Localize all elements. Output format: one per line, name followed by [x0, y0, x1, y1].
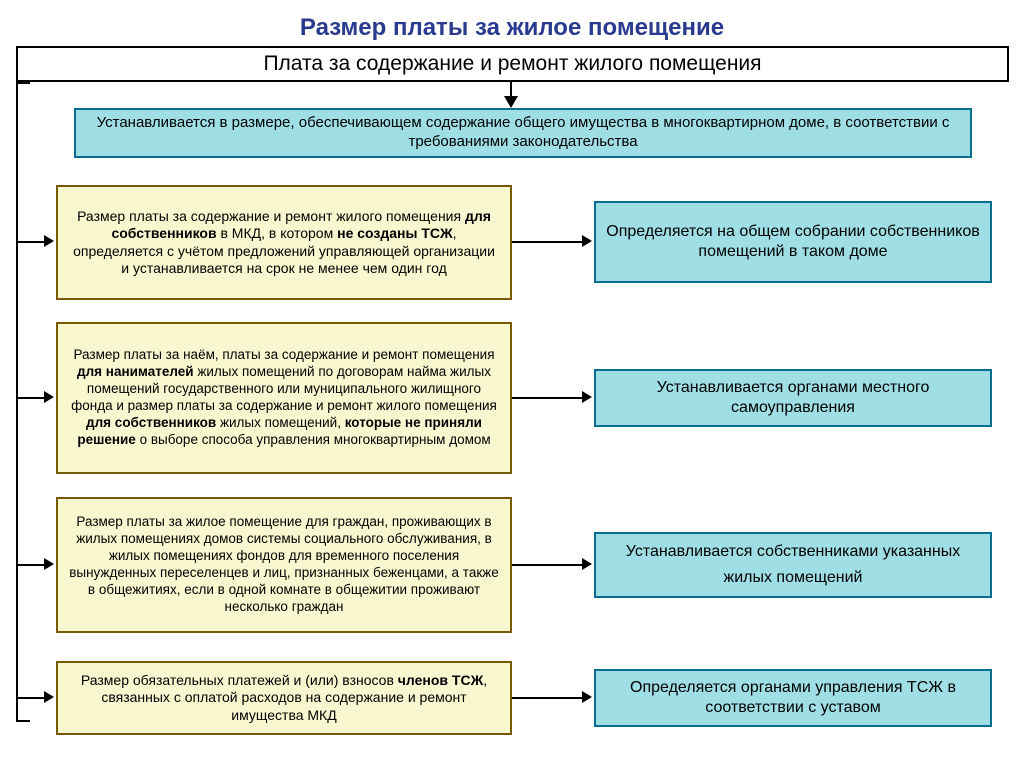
right-box-3: Устанавливается собственниками указанных…	[594, 532, 992, 598]
right-box-4: Определяется органами управления ТСЖ в с…	[594, 669, 992, 727]
right-box-1: Определяется на общем собрании собственн…	[594, 201, 992, 283]
right-text-3: Устанавливается собственниками указанных…	[606, 539, 980, 590]
left-rail	[16, 82, 30, 722]
connector	[16, 241, 46, 243]
left-box-4: Размер обязательных платежей и (или) взн…	[56, 661, 512, 735]
connector	[512, 564, 584, 566]
top-info-text: Устанавливается в размере, обеспечивающе…	[86, 114, 960, 152]
connector	[16, 564, 46, 566]
connector	[512, 397, 584, 399]
left-box-2: Размер платы за наём, платы за содержани…	[56, 322, 512, 474]
header-box: Плата за содержание и ремонт жилого поме…	[16, 46, 1009, 82]
right-box-2: Устанавливается органами местного самоуп…	[594, 369, 992, 427]
right-text-2: Устанавливается органами местного самоуп…	[606, 378, 980, 418]
arrow-right-icon	[582, 558, 592, 570]
left-text-3: Размер платы за жилое помещение для граж…	[68, 514, 500, 615]
left-text-1: Размер платы за содержание и ремонт жило…	[68, 208, 500, 278]
arrow-right-icon	[44, 391, 54, 403]
arrow-right-icon	[582, 391, 592, 403]
arrow-right-icon	[44, 235, 54, 247]
arrow-stem	[510, 82, 512, 96]
left-box-3: Размер платы за жилое помещение для граж…	[56, 497, 512, 633]
header-text: Плата за содержание и ремонт жилого поме…	[263, 52, 761, 76]
arrow-right-icon	[44, 558, 54, 570]
arrow-right-icon	[582, 235, 592, 247]
right-text-4: Определяется органами управления ТСЖ в с…	[606, 678, 980, 718]
left-text-4: Размер обязательных платежей и (или) взн…	[68, 672, 500, 725]
arrow-right-icon	[44, 691, 54, 703]
connector	[512, 241, 584, 243]
arrow-down-icon	[504, 96, 518, 108]
page-title: Размер платы за жилое помещение	[0, 14, 1024, 42]
connector	[512, 697, 584, 699]
connector	[16, 697, 46, 699]
top-info-box: Устанавливается в размере, обеспечивающе…	[74, 108, 972, 158]
left-box-1: Размер платы за содержание и ремонт жило…	[56, 185, 512, 300]
arrow-right-icon	[582, 691, 592, 703]
connector	[16, 397, 46, 399]
left-text-2: Размер платы за наём, платы за содержани…	[68, 347, 500, 448]
right-text-1: Определяется на общем собрании собственн…	[606, 222, 980, 262]
